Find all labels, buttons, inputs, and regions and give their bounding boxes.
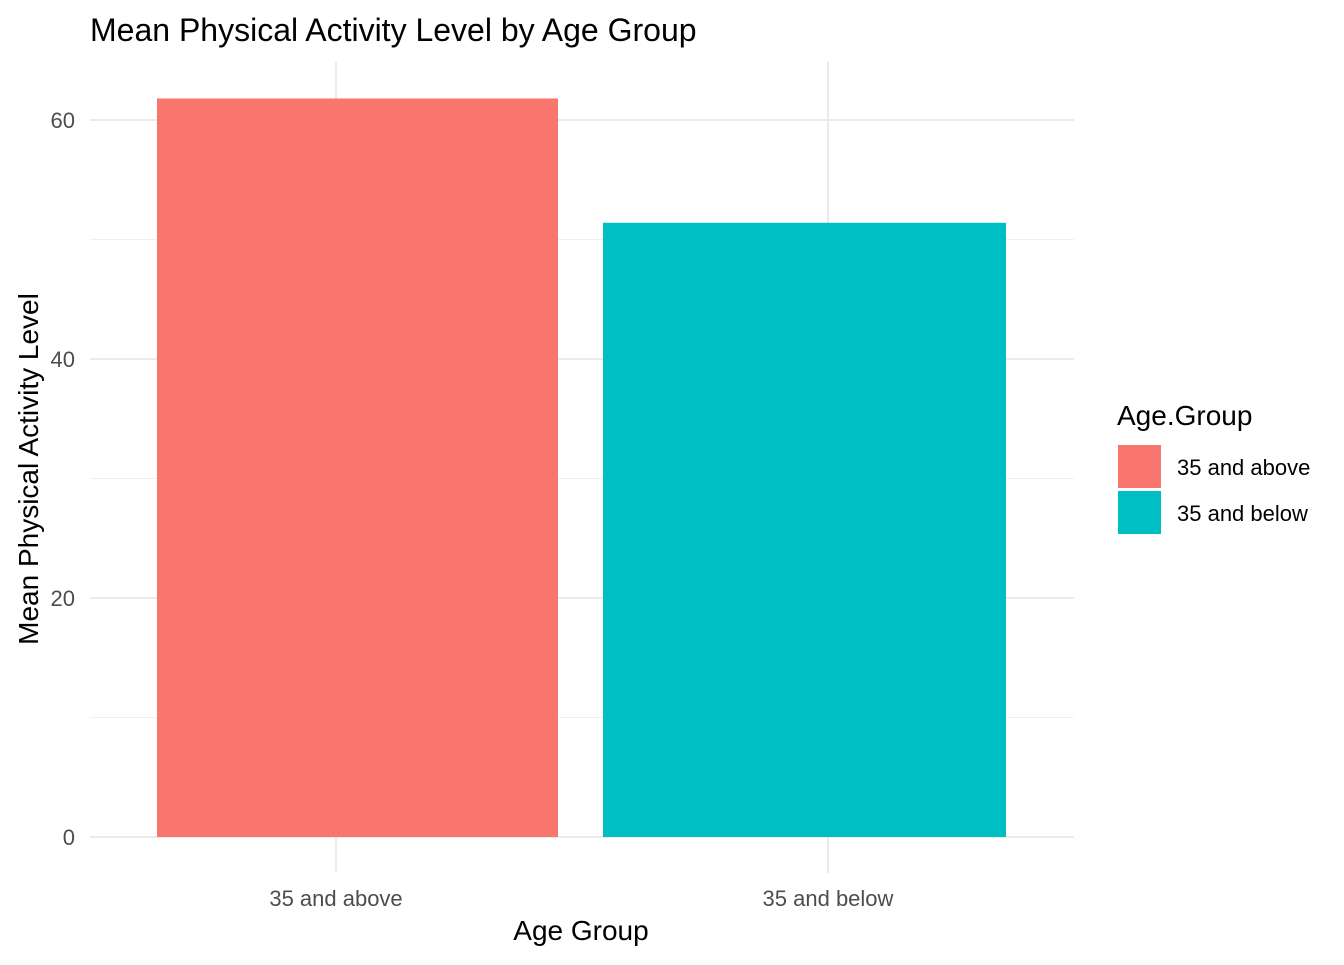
y-tick-label: 40 — [51, 347, 75, 372]
y-axis-label: Mean Physical Activity Level — [13, 293, 44, 645]
bar-35-and-below — [603, 222, 1006, 837]
legend-items: 35 and above 35 and below — [1118, 445, 1310, 534]
y-tick-label: 20 — [51, 586, 75, 611]
legend-title: Age.Group — [1117, 400, 1252, 431]
legend: Age.Group 35 and above 35 and below — [1117, 400, 1310, 534]
legend-key — [1118, 491, 1161, 534]
chart-title: Mean Physical Activity Level by Age Grou… — [90, 12, 697, 48]
x-axis-ticks: 35 and above 35 and below — [269, 886, 893, 911]
bar-35-and-above — [157, 98, 558, 838]
y-tick-label: 60 — [51, 108, 75, 133]
legend-label: 35 and below — [1177, 501, 1308, 526]
legend-key — [1118, 445, 1161, 488]
y-axis-ticks: 0 20 40 60 — [51, 108, 75, 850]
x-axis-label: Age Group — [513, 915, 648, 946]
y-tick-label: 0 — [63, 825, 75, 850]
legend-label: 35 and above — [1177, 455, 1310, 480]
bars — [157, 98, 1006, 838]
x-tick-label: 35 and below — [763, 886, 894, 911]
x-tick-label: 35 and above — [269, 886, 402, 911]
